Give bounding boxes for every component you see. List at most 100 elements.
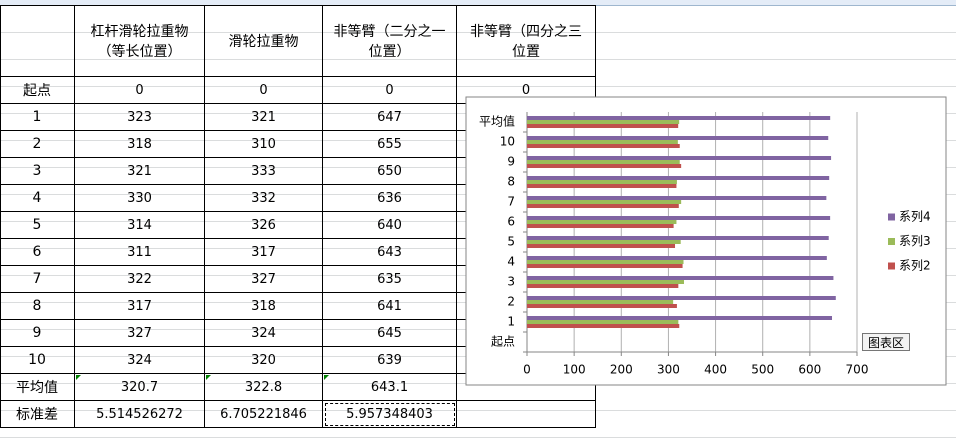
table-cell: 643	[323, 239, 457, 266]
bar	[527, 280, 684, 284]
table-cell: 635	[323, 266, 457, 293]
table-cell: 318	[75, 131, 205, 158]
bar	[527, 200, 682, 204]
table-cell: 327	[205, 266, 323, 293]
table-cell: 3	[0, 158, 75, 185]
bar	[527, 124, 679, 128]
bar	[527, 320, 679, 324]
bar	[527, 260, 684, 264]
table-cell: 0	[205, 77, 323, 104]
bar	[527, 116, 831, 120]
empty-cell	[457, 374, 596, 401]
header-text: 滑轮拉重物	[228, 33, 299, 50]
table-cell: 310	[205, 131, 323, 158]
y-tick-label: 7	[507, 195, 515, 209]
bar	[527, 144, 680, 148]
header-cell: 非等臂（四分之三 位置	[457, 5, 596, 77]
table-cell: 314	[75, 212, 205, 239]
y-tick-label: 1	[507, 315, 515, 329]
header-cell: 杠杆滑轮拉重物 （等长位置）	[75, 5, 205, 77]
bar	[527, 244, 676, 248]
legend-label: 系列2	[899, 259, 931, 273]
bar	[527, 196, 827, 200]
table-cell: 639	[323, 347, 457, 374]
bar	[527, 164, 682, 168]
header-text: 非等臂（四分之三	[470, 23, 582, 40]
table-cell: 317	[205, 239, 323, 266]
bar	[527, 236, 829, 240]
table-cell: 320.7	[75, 374, 205, 401]
bar	[527, 304, 677, 308]
bar	[527, 204, 679, 208]
bar	[527, 276, 834, 280]
x-tick-label: 600	[798, 363, 821, 377]
chart-tooltip: 图表区	[862, 333, 910, 351]
bar	[527, 220, 677, 224]
table-cell: 641	[323, 293, 457, 320]
table-cell: 324	[75, 347, 205, 374]
legend-swatch	[888, 213, 895, 221]
table-cell: 320	[205, 347, 323, 374]
x-tick-label: 200	[610, 363, 633, 377]
x-tick-label: 100	[563, 363, 586, 377]
table-cell: 332	[205, 185, 323, 212]
bar	[527, 316, 833, 320]
table-cell: 640	[323, 212, 457, 239]
table-cell: 4	[0, 185, 75, 212]
header-text: 杠杆滑轮拉重物	[90, 23, 189, 40]
table-cell: 起点	[0, 77, 75, 104]
x-tick-label: 300	[657, 363, 680, 377]
table-cell: 326	[205, 212, 323, 239]
table-cell: 318	[205, 293, 323, 320]
table-cell: 6.705221846	[205, 401, 323, 428]
bar	[527, 256, 827, 260]
table-cell: 9	[0, 320, 75, 347]
bar	[527, 284, 679, 288]
bar	[527, 160, 680, 164]
bar	[527, 180, 677, 184]
table-cell: 1	[0, 104, 75, 131]
bar	[527, 184, 677, 188]
legend-swatch	[888, 238, 895, 245]
table-cell: 647	[323, 104, 457, 131]
legend-label: 系列4	[899, 210, 931, 224]
table-cell: 311	[75, 239, 205, 266]
table-cell: 10	[0, 347, 75, 374]
bar	[527, 216, 831, 220]
table-cell: 333	[205, 158, 323, 185]
table-cell: 标准差	[0, 401, 75, 428]
header-cell	[0, 5, 75, 77]
y-tick-label: 8	[507, 175, 515, 189]
bar	[527, 264, 683, 268]
bar	[527, 136, 829, 140]
table-cell: 6	[0, 239, 75, 266]
legend-label: 系列3	[899, 234, 931, 248]
y-tick-label: 2	[507, 295, 515, 309]
y-tick-label: 10	[500, 135, 515, 149]
table-cell: 5	[0, 212, 75, 239]
table-cell: 330	[75, 185, 205, 212]
table-cell: 317	[75, 293, 205, 320]
table-cell: 8	[0, 293, 75, 320]
table-cell: 0	[323, 77, 457, 104]
y-tick-label: 6	[507, 215, 515, 229]
table-cell: 7	[0, 266, 75, 293]
y-tick-label: 平均值	[479, 114, 515, 129]
header-text: 位置	[512, 43, 540, 60]
y-tick-label: 起点	[491, 335, 515, 349]
header-text: 位置）	[368, 43, 411, 60]
header-cell: 滑轮拉重物	[205, 5, 323, 77]
table-border	[0, 5, 596, 428]
bar	[527, 140, 678, 144]
x-tick-label: 500	[751, 363, 774, 377]
header-cell: 非等臂（二分之一 位置）	[323, 5, 457, 77]
table-cell: 0	[75, 77, 205, 104]
table-cell: 323	[75, 104, 205, 131]
table-cell: 321	[205, 104, 323, 131]
header-text: 非等臂（二分之一	[333, 23, 446, 40]
table-cell: 5.957348403	[323, 401, 457, 428]
bar	[527, 296, 836, 300]
table-cell: 650	[323, 158, 457, 185]
